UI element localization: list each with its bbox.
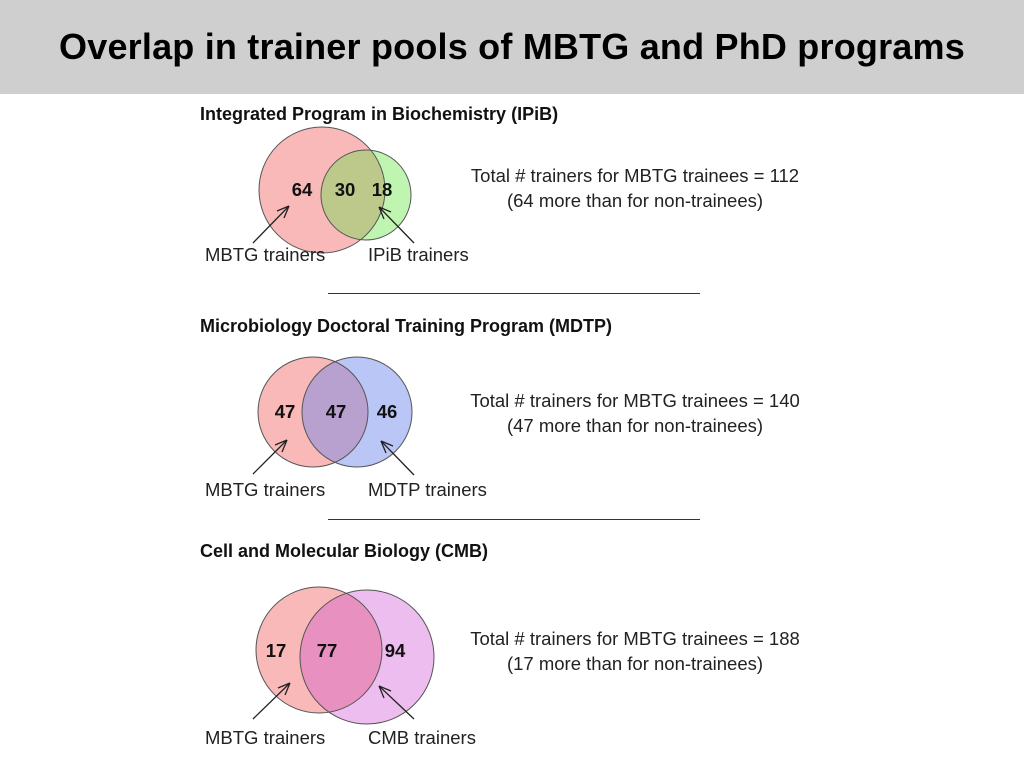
venn-mdtp: 47 47 46 — [252, 356, 415, 476]
label-ipib-program: IPiB trainers — [368, 244, 469, 265]
venn-cmb-program-circle — [300, 590, 434, 724]
venn-mdtp-mbtg-circle — [258, 357, 368, 467]
venn-mdtp-overlap-region — [302, 357, 368, 467]
venn-cmb-right-count: 94 — [385, 640, 406, 661]
summary-cmb: Total # trainers for MBTG trainees = 188… — [430, 626, 840, 676]
arrow-cmb-program — [378, 685, 415, 720]
summary-cmb-total: Total # trainers for MBTG trainees = 188 — [470, 628, 800, 649]
arrow-mdtp-program — [380, 440, 415, 476]
venn-mdtp-right-count: 46 — [377, 401, 398, 422]
venn-cmb-mbtg-circle — [256, 587, 382, 713]
section-heading-mdtp: Microbiology Doctoral Training Program (… — [200, 316, 613, 336]
venn-ipib-right-count: 18 — [372, 179, 393, 200]
venn-cmb-overlap-region — [300, 590, 382, 713]
summary-mdtp-total: Total # trainers for MBTG trainees = 140 — [470, 390, 800, 411]
section-heading-cmb: Cell and Molecular Biology (CMB) — [200, 541, 489, 561]
summary-mdtp-difference: (47 more than for non-trainees) — [506, 415, 764, 436]
label-cmb-mbtg: MBTG trainers — [205, 727, 326, 748]
venn-mdtp-program-circle — [302, 357, 412, 467]
summary-ipib-difference: (64 more than for non-trainees) — [506, 190, 764, 211]
venn-mdtp-overlap-count: 47 — [326, 401, 347, 422]
section-divider — [328, 293, 700, 294]
venn-ipib-program-circle — [321, 150, 411, 240]
arrow-mdtp-mbtg — [252, 439, 288, 475]
venn-ipib-left-count: 64 — [292, 179, 313, 200]
label-mdtp-program: MDTP trainers — [368, 479, 487, 500]
summary-mdtp: Total # trainers for MBTG trainees = 140… — [430, 388, 840, 438]
venn-cmb-overlap-count: 77 — [317, 640, 338, 661]
label-mdtp-mbtg: MBTG trainers — [205, 479, 326, 500]
label-cmb-program: CMB trainers — [368, 727, 476, 748]
venn-cmb-left-count: 17 — [266, 640, 287, 661]
venn-mdtp-left-count: 47 — [275, 401, 296, 422]
page-title: Overlap in trainer pools of MBTG and PhD… — [59, 26, 965, 67]
section-heading-ipib: Integrated Program in Biochemistry (IPiB… — [200, 104, 559, 124]
venn-ipib-mbtg-circle — [259, 127, 385, 253]
venn-cmb: 17 77 94 — [252, 586, 435, 725]
venn-ipib: 64 30 18 — [252, 126, 415, 254]
summary-cmb-difference: (17 more than for non-trainees) — [506, 653, 764, 674]
summary-ipib-total: Total # trainers for MBTG trainees = 112 — [470, 165, 800, 186]
summary-ipib: Total # trainers for MBTG trainees = 112… — [430, 163, 840, 213]
label-ipib-mbtg: MBTG trainers — [205, 244, 326, 265]
section-divider — [328, 519, 700, 520]
title-bar: Overlap in trainer pools of MBTG and PhD… — [0, 0, 1024, 94]
arrow-ipib-program — [378, 206, 415, 244]
arrow-cmb-mbtg — [252, 682, 291, 720]
venn-ipib-overlap-region — [321, 150, 385, 240]
venn-ipib-overlap-count: 30 — [335, 179, 356, 200]
arrow-ipib-mbtg — [252, 205, 290, 244]
